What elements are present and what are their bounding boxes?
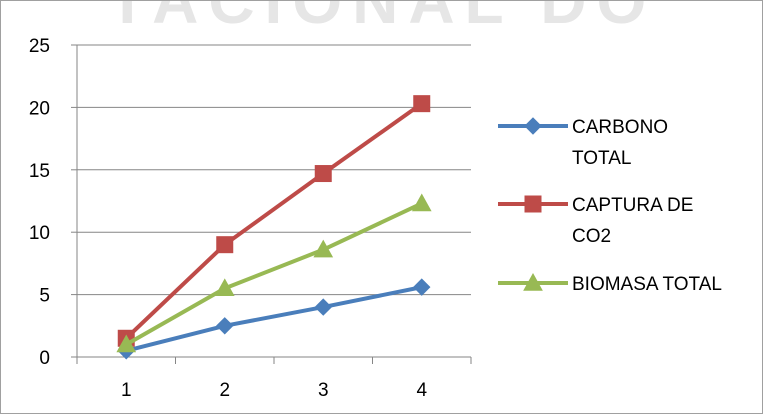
x-tick-label: 4 (416, 380, 427, 401)
data-point (314, 165, 332, 183)
legend-marker (524, 195, 542, 213)
watermark: TACIONAL DO (1, 1, 763, 31)
legend-label: CAPTURA DE CO2 (572, 195, 693, 247)
x-tick-label: 3 (318, 380, 329, 401)
series-line (125, 201, 423, 347)
legend-marker (524, 117, 542, 135)
data-point (314, 298, 332, 316)
data-point (411, 193, 432, 212)
y-tick-label: 20 (29, 98, 50, 119)
y-tick-label: 25 (29, 36, 50, 57)
y-tick-label: 10 (29, 223, 50, 244)
y-tick-label: 0 (39, 348, 50, 369)
y-tick-label: 15 (29, 161, 50, 182)
series-line (125, 285, 423, 353)
data-point (413, 278, 431, 296)
legend-label: BIOMASA TOTAL (572, 274, 722, 295)
data-point (413, 95, 431, 113)
y-tick-label: 5 (39, 286, 50, 307)
series-line (124, 102, 423, 340)
x-tick-label: 2 (219, 380, 230, 401)
legend-label: CARBONO TOTAL (572, 117, 668, 169)
watermark-text: TACIONAL DO (108, 1, 657, 31)
legend-marker (523, 272, 543, 291)
data-point (116, 334, 137, 353)
x-tick-label: 1 (121, 380, 132, 401)
data-point (313, 239, 334, 258)
data-point (216, 317, 234, 335)
data-point (216, 236, 234, 254)
data-point (214, 278, 235, 297)
